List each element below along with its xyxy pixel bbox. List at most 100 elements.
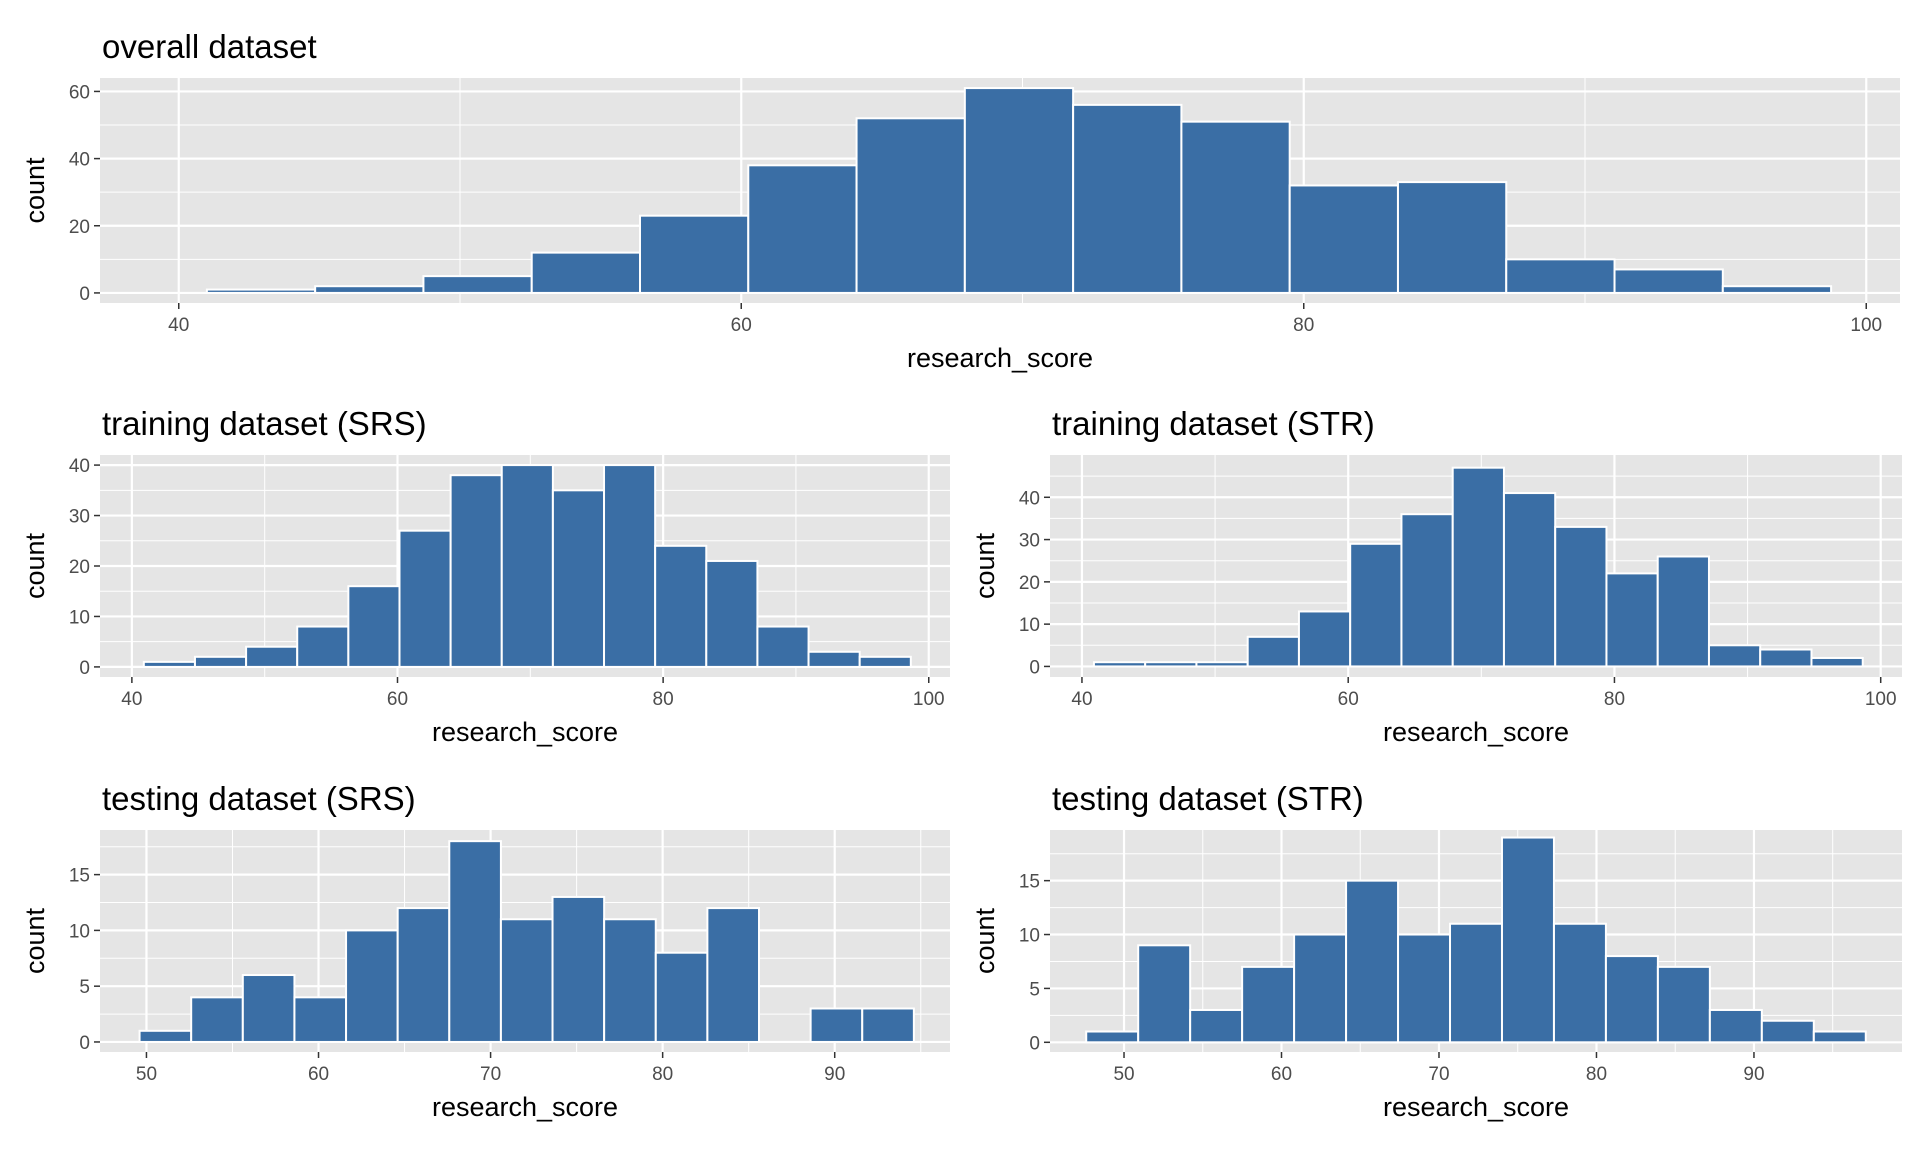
histogram-bar (1505, 258, 1616, 294)
histogram-bar (1502, 492, 1557, 668)
histogram-bar (858, 655, 912, 668)
x-tick-label: 50 (136, 1064, 157, 1085)
y-tick-label: 20 (69, 217, 90, 238)
histogram-bar (1812, 1030, 1867, 1044)
histogram-bar (448, 840, 502, 1043)
y-tick-label: 0 (1029, 1033, 1040, 1054)
panel-train-str: 40 60 80 100 0 10 20 30 40 training dataset (STR)… (970, 405, 1902, 747)
panel-test-str: 50 60 70 80 90 0 5 10 15 testing dataset (STR) res… (970, 780, 1902, 1122)
histogram-bar (1293, 933, 1348, 1044)
histogram-bar (499, 918, 554, 1043)
x-tick-label: 100 (1850, 315, 1882, 336)
histogram-bar (1449, 922, 1503, 1044)
histogram-bar (1605, 572, 1659, 668)
histogram-bar (654, 951, 709, 1043)
histogram-bar (639, 214, 750, 294)
y-tick-label: 40 (69, 456, 90, 477)
x-tick-label: 40 (121, 689, 142, 710)
histogram-bar (1604, 955, 1659, 1044)
y-tick-label: 60 (69, 82, 90, 103)
histogram-bar (1288, 184, 1399, 294)
histogram-bar (1810, 656, 1864, 668)
histogram-bar (296, 625, 350, 668)
x-tick-label: 80 (653, 689, 674, 710)
histogram-bar (1400, 513, 1454, 668)
x-axis: 40 60 80 100 (121, 677, 945, 710)
histogram-bar (1189, 1008, 1244, 1044)
x-axis: 40 60 80 100 (1071, 677, 1897, 710)
histogram-bar (205, 288, 317, 294)
x-tick-label: 40 (168, 315, 189, 336)
histogram-bar (809, 1007, 864, 1043)
histogram-bar (706, 907, 761, 1043)
y-axis: 0 5 10 15 (1019, 872, 1050, 1054)
y-tick-label: 15 (1019, 872, 1040, 893)
x-axis: 50 60 70 80 90 (136, 1052, 845, 1085)
x-axis-label: research_score (432, 1092, 618, 1122)
histogram-bar (1707, 644, 1762, 668)
panel-train-srs: 40 60 80 100 0 10 20 30 40 training dataset (SRS)… (20, 405, 950, 747)
histogram-bar (449, 474, 503, 668)
histogram-bar (1708, 1008, 1763, 1044)
histogram-bar (1451, 466, 1505, 668)
histogram-bar (347, 585, 401, 668)
histogram-bar (1656, 555, 1710, 668)
histogram-bar (551, 489, 606, 668)
histogram-bar (747, 164, 858, 294)
y-axis-label: count (20, 157, 50, 224)
histogram-bar (1552, 922, 1607, 1044)
histogram-bar (756, 625, 810, 668)
x-tick-label: 60 (308, 1064, 329, 1085)
histogram-bar (855, 117, 966, 294)
histogram-bar (193, 655, 248, 668)
x-axis-label: research_score (1383, 1092, 1569, 1122)
x-tick-label: 70 (480, 1064, 501, 1085)
bars (205, 87, 1833, 294)
histogram-bar (245, 645, 299, 668)
panel-overall: 40 60 80 100 0 20 40 60 overall dataset research_… (20, 28, 1900, 373)
histogram-bar (1760, 1019, 1815, 1044)
y-tick-label: 5 (79, 977, 90, 998)
x-tick-label: 80 (1586, 1064, 1607, 1085)
x-axis-label: research_score (907, 343, 1093, 373)
x-axis: 40 60 80 100 (168, 303, 1882, 336)
y-axis: 0 10 20 30 40 (69, 456, 100, 679)
y-tick-label: 0 (1029, 657, 1040, 678)
y-tick-label: 0 (79, 1033, 90, 1054)
y-axis-label: count (970, 907, 1000, 974)
y-tick-label: 0 (79, 284, 90, 305)
histogram-bar (1180, 120, 1291, 294)
x-tick-label: 90 (824, 1064, 845, 1085)
histogram-bar (1085, 1030, 1140, 1044)
histogram-bar (1092, 661, 1147, 668)
histogram-bar (807, 650, 861, 668)
x-tick-label: 100 (1865, 689, 1897, 710)
y-axis: 0 10 20 30 40 (1019, 488, 1050, 678)
histogram-bar (1721, 285, 1833, 294)
y-tick-label: 20 (1019, 573, 1040, 594)
histogram-bar (500, 464, 554, 668)
histogram-bar (1297, 610, 1352, 668)
histogram-bar (1072, 103, 1183, 294)
histogram-bar (705, 559, 759, 668)
histogram-bar (654, 544, 708, 668)
histogram-bar (1759, 648, 1813, 668)
histogram-bar (530, 251, 641, 294)
histogram-bar (398, 529, 452, 668)
x-tick-label: 60 (1271, 1064, 1292, 1085)
y-tick-label: 5 (1029, 979, 1040, 1000)
histogram-bar (1241, 965, 1296, 1044)
histogram-bar (1554, 525, 1608, 668)
y-axis: 0 5 10 15 (69, 866, 100, 1054)
histogram-bar (1397, 933, 1452, 1044)
histogram-bar (1500, 836, 1555, 1044)
histogram-bar (345, 929, 399, 1043)
y-tick-label: 40 (69, 150, 90, 171)
y-tick-label: 40 (1019, 488, 1040, 509)
panel-title: overall dataset (102, 28, 317, 65)
histogram-bar (1246, 635, 1300, 668)
histogram-bar (190, 996, 244, 1043)
panel-title: training dataset (STR) (1052, 405, 1375, 442)
